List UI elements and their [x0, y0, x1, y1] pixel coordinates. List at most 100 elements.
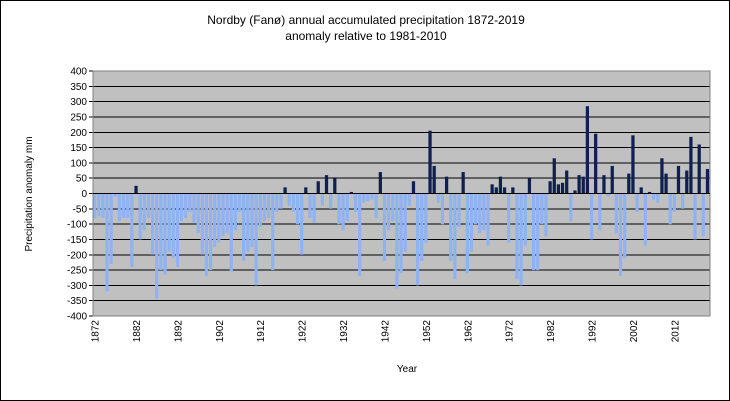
- x-tick-label: 1912: [256, 320, 267, 343]
- bar-1963: [469, 193, 474, 252]
- x-tick-label: 1902: [215, 320, 226, 343]
- bar-1941: [378, 172, 382, 194]
- bar-1978: [531, 193, 536, 271]
- bar-2019: [701, 193, 705, 237]
- x-tick-label: 1952: [422, 320, 433, 343]
- bar-2001: [627, 173, 631, 194]
- bar-1906: [233, 193, 238, 231]
- x-tick-label: 1892: [173, 320, 184, 343]
- bar-1992: [589, 193, 594, 240]
- bar-1875: [105, 193, 109, 292]
- bar-1872: [93, 193, 97, 218]
- bar-2002: [631, 135, 635, 194]
- bar-1994: [598, 193, 602, 231]
- y-tick-label: 400: [70, 67, 87, 78]
- bar-1946: [399, 193, 403, 274]
- bar-1886: [150, 193, 155, 255]
- bar-1878: [117, 193, 122, 222]
- bar-1884: [142, 193, 146, 231]
- bar-2018: [697, 144, 701, 194]
- bar-1945: [395, 193, 399, 289]
- bar-1892: [175, 193, 180, 267]
- bar-1883: [138, 193, 142, 240]
- bar-1997: [610, 165, 614, 194]
- bar-1903: [221, 193, 225, 237]
- bar-1969: [494, 187, 498, 194]
- y-axis-label: Precipitation anomaly mm: [24, 136, 35, 251]
- bar-1882: [134, 185, 138, 194]
- bar-1981: [544, 193, 548, 237]
- bar-1885: [146, 193, 151, 218]
- bar-1975: [519, 193, 523, 286]
- bar-1929: [329, 193, 333, 209]
- bar-1991: [585, 106, 590, 194]
- bar-1910: [250, 193, 254, 248]
- bar-2007: [652, 193, 656, 200]
- y-tick-label: 250: [70, 112, 87, 123]
- bar-1912: [258, 193, 262, 228]
- y-tick-label: -400: [67, 312, 87, 323]
- bar-1925: [312, 193, 316, 223]
- bar-1894: [184, 193, 188, 218]
- bar-2012: [672, 193, 676, 212]
- bar-1928: [324, 175, 329, 194]
- bar-2013: [676, 165, 681, 194]
- bar-1954: [432, 165, 436, 194]
- bar-1899: [204, 193, 209, 277]
- bar-2010: [664, 173, 668, 194]
- bar-1880: [126, 193, 130, 218]
- bar-1909: [246, 193, 250, 252]
- y-tick-label: -300: [67, 281, 87, 292]
- bar-1931: [337, 193, 341, 225]
- bar-1938: [366, 193, 370, 202]
- bar-1908: [242, 193, 246, 261]
- bar-1974: [515, 193, 519, 280]
- y-tick-label: 300: [70, 97, 87, 108]
- x-tick-label: 1882: [132, 320, 143, 343]
- bar-1956: [440, 193, 445, 225]
- bar-1944: [391, 193, 395, 222]
- bar-1902: [217, 193, 221, 243]
- bar-1917: [279, 193, 283, 209]
- bar-1977: [527, 178, 532, 194]
- y-tick-label: -200: [67, 250, 87, 261]
- x-tick-label: 2012: [670, 320, 681, 343]
- x-tick-label: 1972: [505, 320, 516, 343]
- x-axis-label: Year: [397, 364, 418, 375]
- bar-1949: [411, 181, 416, 194]
- y-tick-label: -50: [73, 204, 88, 215]
- bar-1915: [271, 193, 275, 271]
- bar-1976: [523, 193, 527, 246]
- bar-1924: [308, 193, 312, 218]
- bar-1964: [473, 193, 478, 225]
- bar-1943: [387, 193, 391, 231]
- bar-1952: [424, 193, 428, 243]
- bar-1984: [556, 184, 561, 194]
- bar-1926: [316, 181, 320, 194]
- bar-1967: [486, 193, 490, 246]
- bar-1979: [536, 193, 540, 271]
- bar-1962: [465, 193, 469, 274]
- bar-1982: [548, 181, 552, 194]
- bar-2017: [693, 193, 697, 240]
- bar-1971: [502, 187, 507, 194]
- bar-1937: [362, 193, 366, 203]
- bar-1923: [304, 187, 308, 194]
- bar-2006: [647, 191, 652, 194]
- y-tick-label: -250: [67, 266, 87, 277]
- bar-1957: [444, 176, 449, 194]
- bar-1897: [196, 193, 200, 234]
- y-tick-label: 50: [76, 174, 88, 185]
- bar-1922: [300, 193, 304, 255]
- bar-1896: [192, 193, 196, 223]
- bar-2004: [639, 187, 643, 194]
- bar-1887: [155, 193, 159, 300]
- bar-1983: [552, 158, 556, 194]
- bar-1936: [358, 193, 362, 277]
- bar-1914: [266, 193, 271, 218]
- bar-1966: [482, 193, 486, 231]
- bar-1958: [449, 193, 453, 261]
- bar-1968: [490, 184, 494, 194]
- bar-1972: [507, 193, 511, 243]
- bar-1904: [225, 193, 229, 234]
